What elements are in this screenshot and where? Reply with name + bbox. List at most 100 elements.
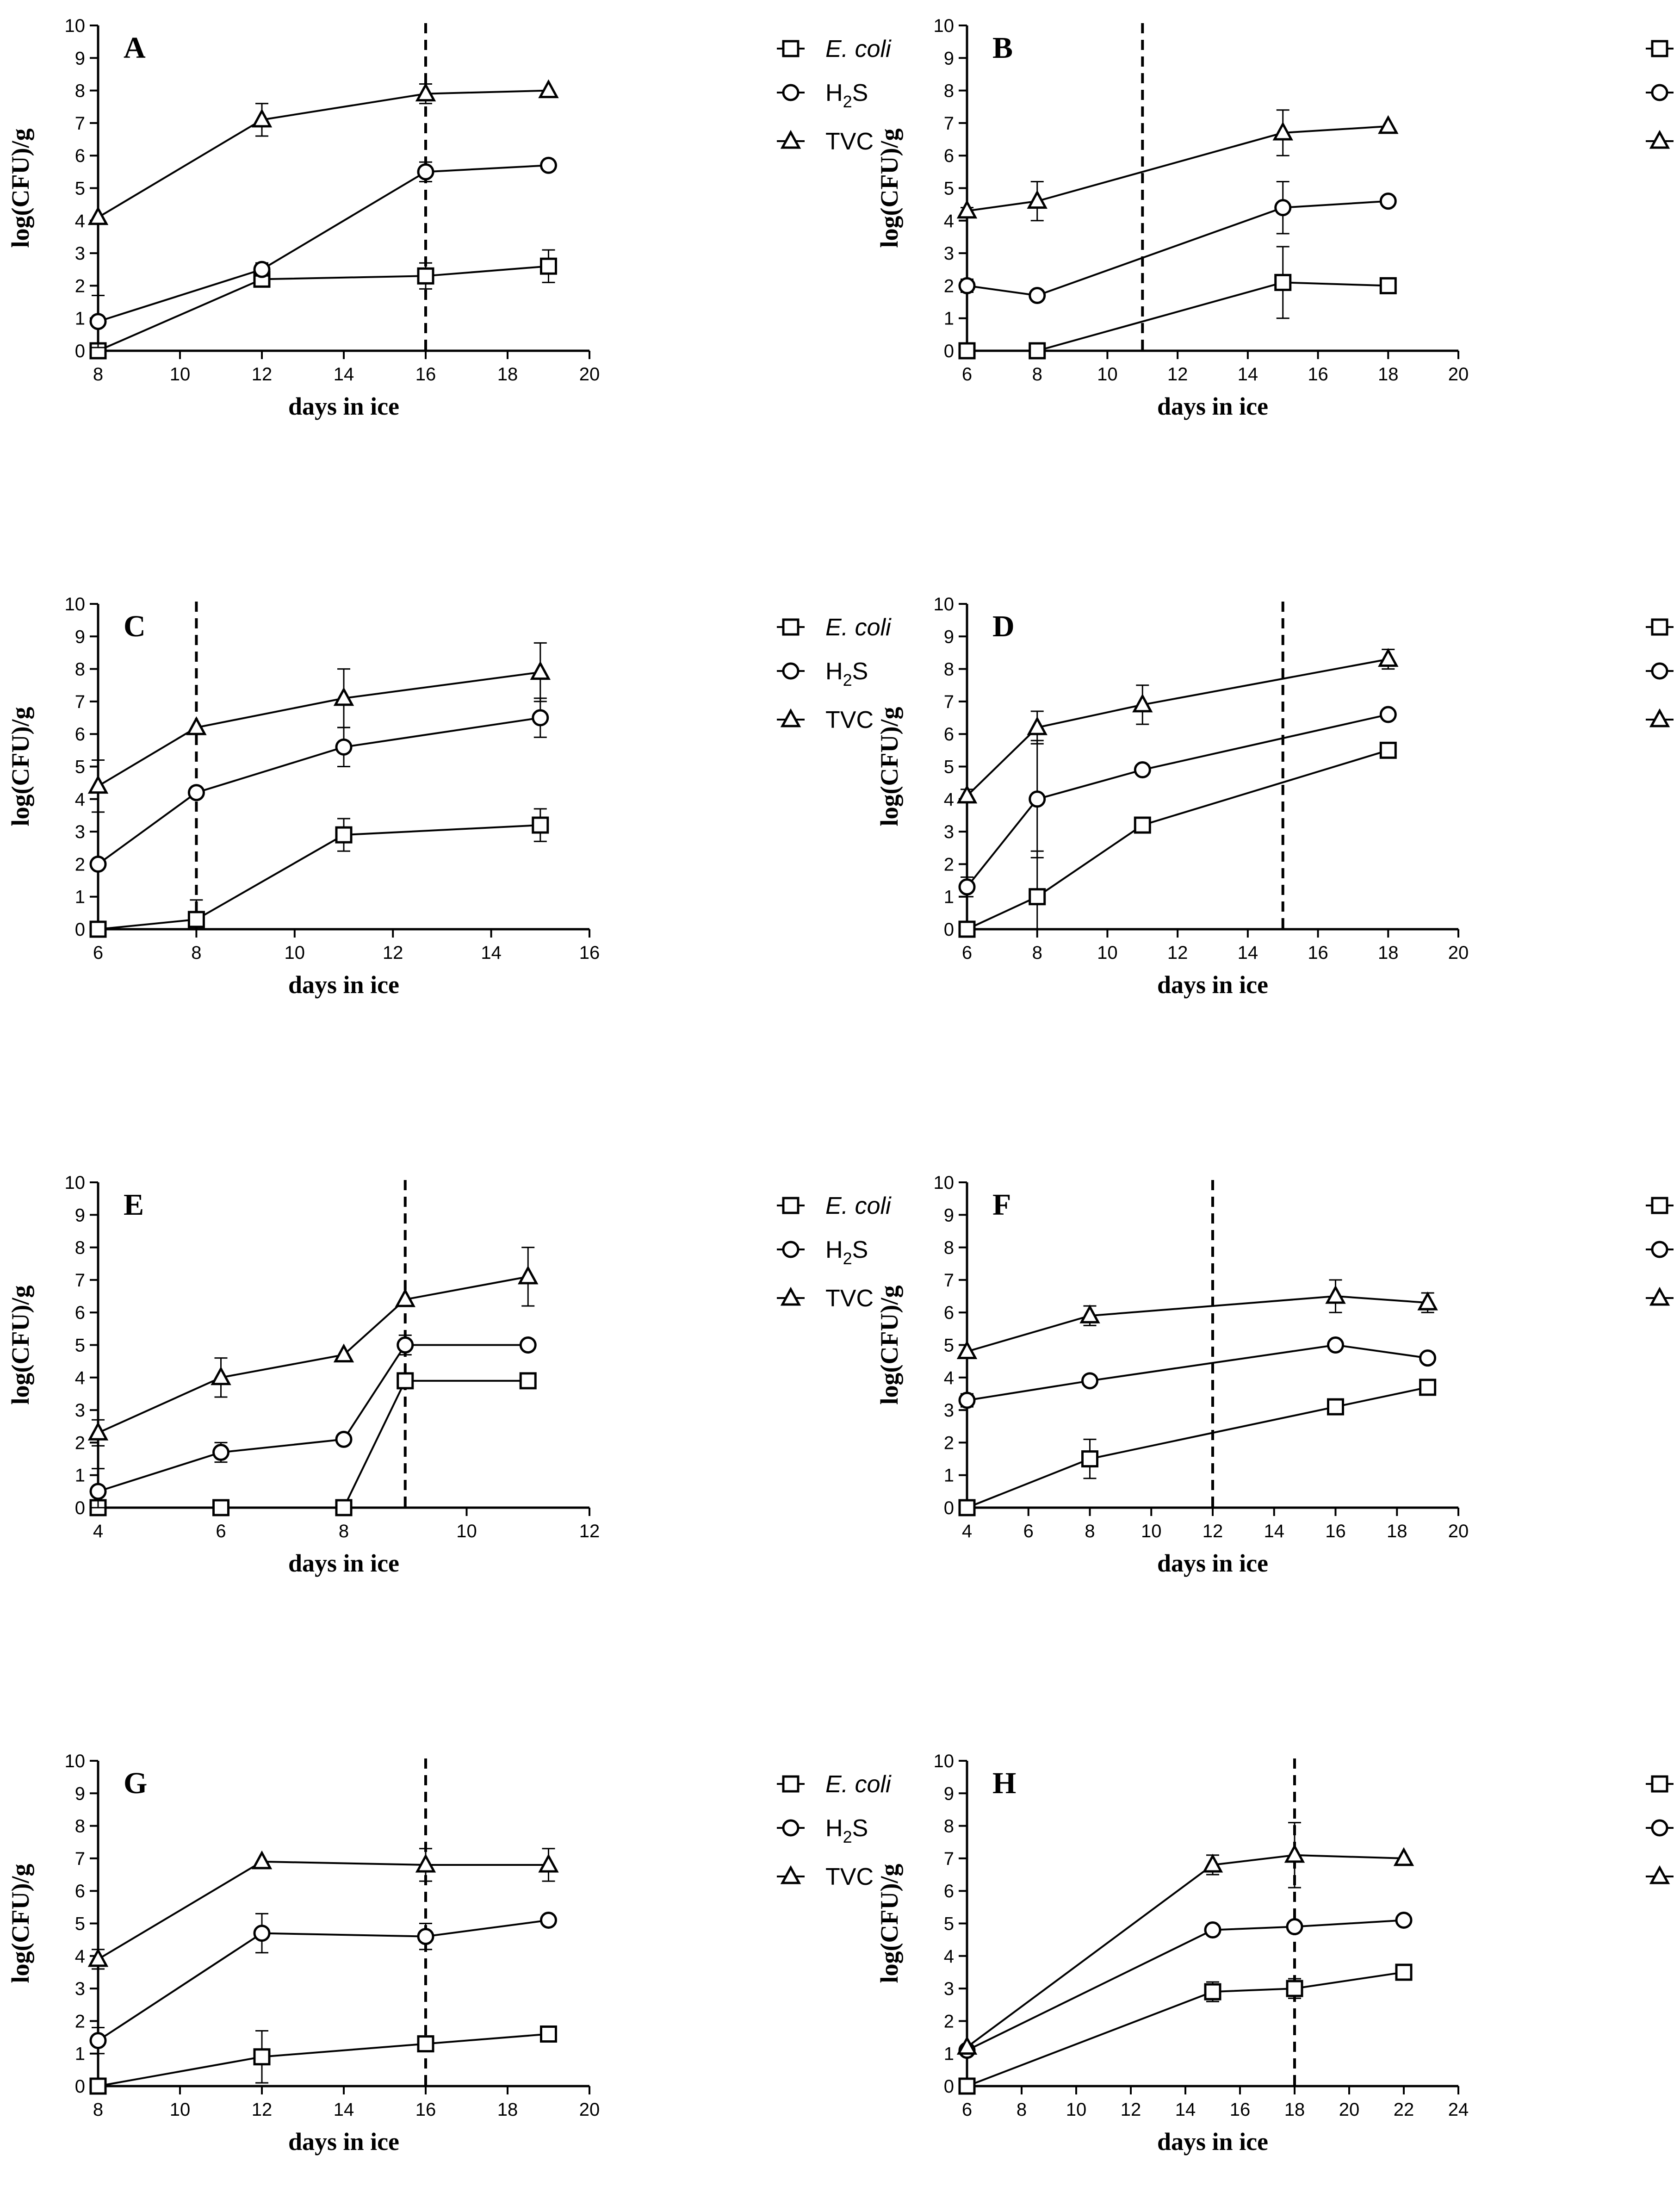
series-line xyxy=(97,1919,549,2042)
x-tick-label: 12 xyxy=(252,2100,273,2120)
y-tick-label: 4 xyxy=(75,1946,85,1967)
x-tick-label: 10 xyxy=(1097,943,1118,963)
data-point-triangle xyxy=(956,784,978,804)
x-tick-label: 18 xyxy=(497,2100,518,2120)
data-point-square xyxy=(1395,1963,1413,1981)
y-tick-label: 8 xyxy=(75,1238,85,1258)
y-tick-label: 9 xyxy=(75,1205,85,1225)
legend-item: TVC xyxy=(777,128,874,155)
data-point-circle xyxy=(1204,1921,1221,1939)
data-point-circle xyxy=(519,1336,537,1354)
y-tick-label: 6 xyxy=(944,1303,954,1323)
data-point-circle xyxy=(89,313,107,330)
legend-h2s-subscript: 2 xyxy=(843,671,852,690)
y-tick-label: 4 xyxy=(75,211,85,231)
legend-item: H2S xyxy=(777,658,868,690)
series-square xyxy=(958,246,1397,360)
series-triangle xyxy=(87,1848,559,1970)
series-square xyxy=(89,249,557,360)
legend-label: TVC xyxy=(825,707,874,733)
y-tick-label: 8 xyxy=(944,659,954,680)
y-tick-label: 2 xyxy=(944,276,954,296)
y-tick-label: 9 xyxy=(944,1205,954,1225)
x-tick-label: 10 xyxy=(170,364,191,385)
x-tick-label: 16 xyxy=(1308,364,1328,385)
x-axis-title: days in ice xyxy=(1157,2128,1268,2156)
y-tick-label: 4 xyxy=(944,1946,954,1967)
y-tick-label: 9 xyxy=(944,1783,954,1804)
x-tick-label: 6 xyxy=(1023,1521,1034,1541)
y-tick-label: 7 xyxy=(75,692,85,712)
data-point-square xyxy=(1081,1450,1098,1468)
legend-item: E. coli xyxy=(777,614,892,641)
y-tick-label: 3 xyxy=(944,243,954,264)
y-tick-label: 1 xyxy=(75,1466,85,1486)
legend-h2s-s: S xyxy=(852,1236,868,1263)
y-tick-label: 0 xyxy=(944,1498,954,1518)
data-point-square xyxy=(1274,273,1292,291)
series-line xyxy=(97,1860,549,1960)
data-point-square xyxy=(1327,1398,1344,1416)
series-square xyxy=(89,1372,537,1516)
data-point-circle xyxy=(1379,706,1397,723)
y-axis-title: log(CFU)/g xyxy=(875,1864,903,1983)
series-square xyxy=(89,2025,557,2095)
legend-item: E. coli xyxy=(1646,1197,1674,1214)
series-square xyxy=(958,1963,1413,2095)
data-point-triangle xyxy=(530,661,551,680)
y-tick-label: 10 xyxy=(65,1173,86,1193)
y-tick-label: 10 xyxy=(934,1173,955,1193)
y-tick-label: 1 xyxy=(944,887,954,907)
data-point-square xyxy=(1286,1980,1303,1997)
x-tick-label: 24 xyxy=(1448,2100,1469,2120)
legend: E. coli H2S TVC xyxy=(777,1771,892,1890)
y-tick-label: 8 xyxy=(944,81,954,101)
data-point-triangle xyxy=(518,1265,539,1285)
data-point-square xyxy=(89,920,107,938)
legend-ecoli-text: E. coli xyxy=(825,614,892,641)
x-tick-label: 6 xyxy=(962,2100,972,2120)
legend-item: H2S xyxy=(777,1236,868,1268)
x-tick-label: 14 xyxy=(1238,364,1258,385)
y-tick-label: 3 xyxy=(75,243,85,264)
x-tick-label: 14 xyxy=(481,943,502,963)
series-circle xyxy=(89,1911,557,2055)
legend-label: H2S xyxy=(825,1815,868,1846)
data-point-square xyxy=(1029,342,1046,360)
legend-h2s-subscript: 2 xyxy=(843,1249,852,1268)
y-tick-label: 5 xyxy=(944,179,954,199)
legend-marker-square xyxy=(782,618,800,636)
legend-marker-circle xyxy=(782,84,800,101)
x-tick-label: 20 xyxy=(1448,364,1469,385)
legend-marker-circle xyxy=(782,662,800,680)
data-point-triangle xyxy=(1378,115,1399,134)
y-tick-label: 7 xyxy=(75,1849,85,1869)
data-point-triangle xyxy=(251,108,273,128)
data-point-square xyxy=(532,816,549,834)
x-tick-label: 14 xyxy=(1175,2100,1196,2120)
series-line xyxy=(966,1854,1404,2048)
x-axis-title: days in ice xyxy=(288,2128,399,2156)
series-line xyxy=(967,1295,1428,1353)
data-point-circle xyxy=(1395,1911,1413,1929)
data-point-circle xyxy=(1081,1372,1098,1390)
data-point-triangle xyxy=(87,1422,109,1441)
data-point-circle xyxy=(1134,761,1151,779)
x-tick-label: 12 xyxy=(1167,364,1188,385)
series-line xyxy=(98,1344,528,1492)
legend-marker-triangle xyxy=(780,130,801,149)
data-point-triangle xyxy=(956,199,978,219)
data-point-circle xyxy=(187,784,205,801)
series-circle xyxy=(958,180,1397,304)
legend-h2s-h: H xyxy=(825,1236,843,1263)
y-tick-label: 5 xyxy=(944,757,954,777)
y-tick-label: 8 xyxy=(75,81,85,101)
data-point-triangle xyxy=(538,79,559,99)
x-tick-label: 16 xyxy=(1230,2100,1251,2120)
data-point-circle xyxy=(1419,1349,1437,1367)
y-tick-label: 1 xyxy=(75,887,85,907)
